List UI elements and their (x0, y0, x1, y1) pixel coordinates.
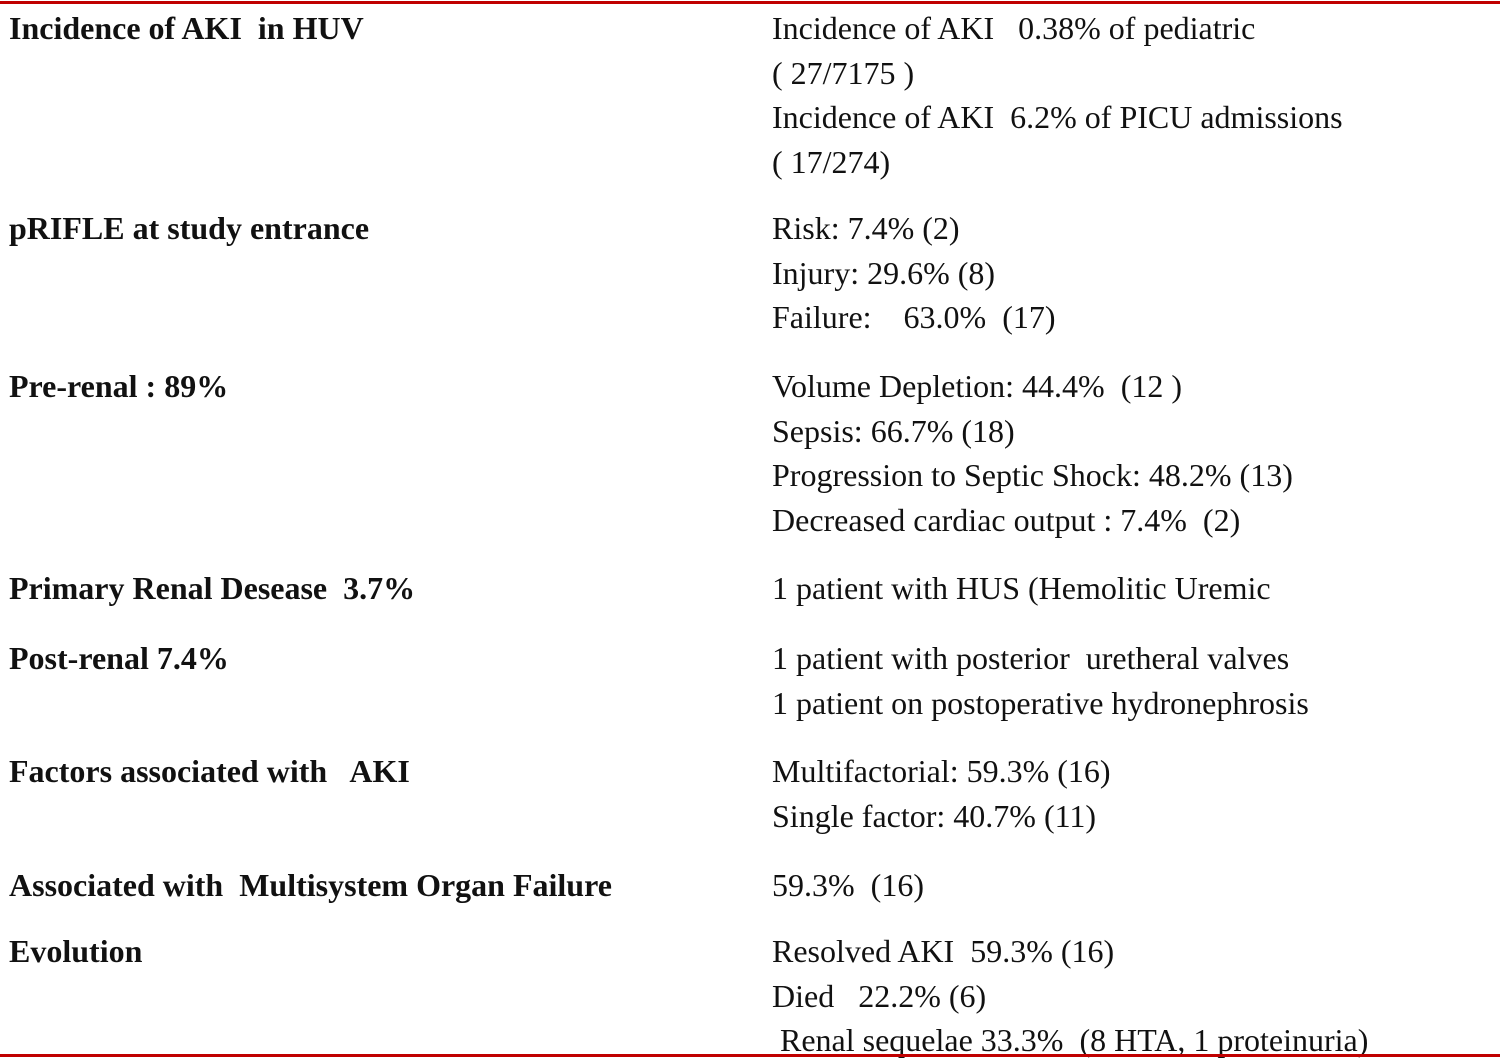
top-rule (0, 1, 1500, 4)
row-value: 59.3% (16) (772, 867, 924, 903)
bottom-rule (0, 1054, 1500, 1057)
row-value: ( 17/274) (772, 143, 891, 180)
row-value: Died 22.2% (6) (772, 977, 987, 1014)
row-value: Single factor: 40.7% (11) (772, 797, 1097, 834)
row-value: Renal sequelae 33.3% (8 HTA, 1 proteinur… (780, 1022, 1369, 1058)
row-value: 1 patient with posterior uretheral valve… (772, 640, 1290, 676)
row-label: Incidence of AKI in HUV (9, 10, 364, 46)
row-value: Failure: 63.0% (17) (772, 299, 1056, 335)
row-value: Risk: 7.4% (2) (772, 210, 960, 246)
row-label: Associated with Multisystem Organ Failur… (9, 867, 612, 903)
row-value: Incidence of AKI 6.2% of PICU admissions (772, 99, 1343, 135)
row-label: Post-renal 7.4% (9, 640, 229, 676)
row-value: Progression to Septic Shock: 48.2% (13) (772, 457, 1293, 493)
row-value: Resolved AKI 59.3% (16) (772, 933, 1115, 969)
row-value: Volume Depletion: 44.4% (12 ) (772, 368, 1183, 404)
row-value: ( 27/7175 ) (772, 54, 915, 91)
row-label: Evolution (9, 933, 143, 969)
row-label: Primary Renal Desease 3.7% (9, 570, 416, 606)
row-value: Multifactorial: 59.3% (16) (772, 753, 1111, 789)
row-value: Injury: 29.6% (8) (772, 254, 996, 291)
row-value: Sepsis: 66.7% (18) (772, 412, 1015, 449)
row-value: Incidence of AKI 0.38% of pediatric (772, 10, 1256, 46)
row-label: pRIFLE at study entrance (9, 210, 370, 246)
row-value: 1 patient with HUS (Hemolitic Uremic (772, 570, 1271, 606)
row-label: Pre-renal : 89% (9, 368, 229, 404)
row-label: Factors associated with AKI (9, 753, 410, 789)
row-value: Decreased cardiac output : 7.4% (2) (772, 501, 1241, 538)
row-value: 1 patient on postoperative hydronephrosi… (772, 684, 1309, 721)
